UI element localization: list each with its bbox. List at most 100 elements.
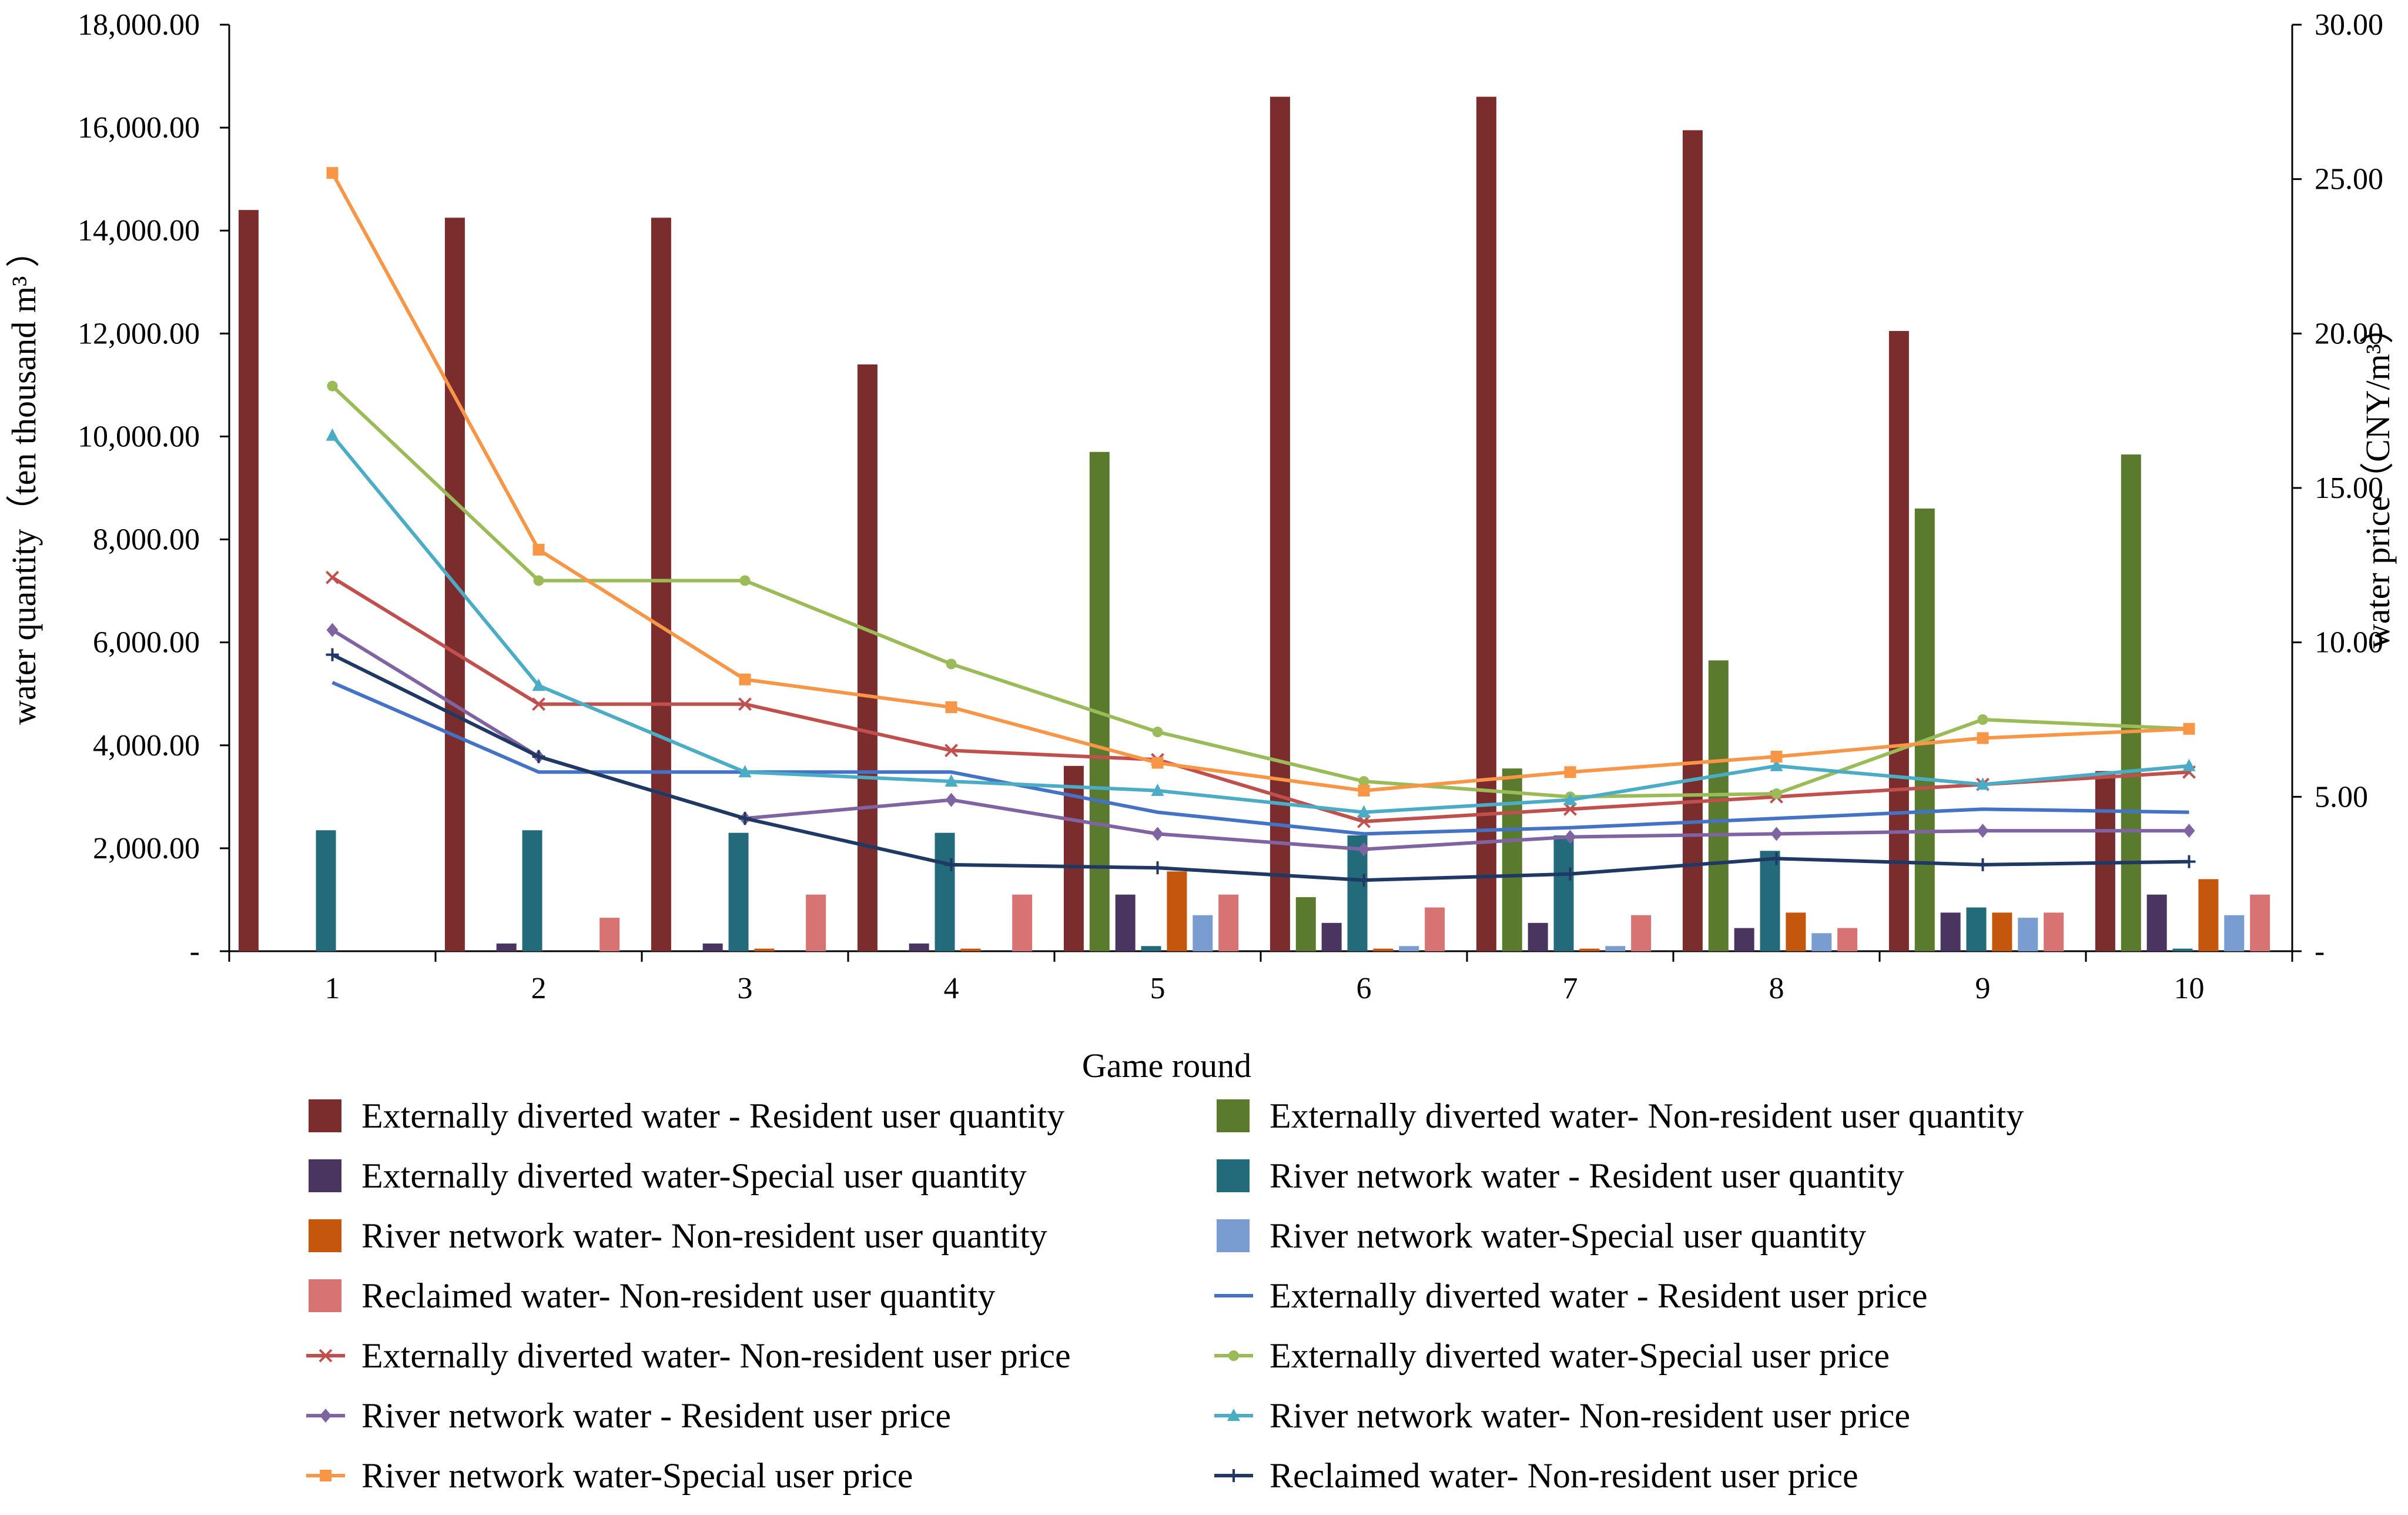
bar-5-round-5: [1167, 871, 1187, 951]
bar-6-round-8: [1811, 933, 1832, 951]
legend-item: Externally diverted water-Special user p…: [1214, 1336, 1890, 1375]
bar-7-round-8: [1837, 928, 1858, 951]
bar-4-round-5: [1141, 946, 1161, 951]
bars-layer: [238, 96, 2270, 952]
bar-5-round-3: [754, 948, 775, 951]
y-right-tick-label: 25.00: [2315, 163, 2383, 196]
legend-swatch: [309, 1219, 341, 1252]
line-7-point-2: [532, 750, 545, 764]
legend-marker: [319, 1349, 333, 1363]
bar-4-round-9: [1966, 907, 1987, 951]
line-7-point-1: [326, 648, 339, 661]
y-left-tick-label: -: [190, 935, 200, 968]
line-3-point-8: [1771, 788, 1782, 800]
bar-7-round-10: [2250, 894, 2270, 951]
line-4-point-4: [945, 792, 957, 807]
legend-item: River network water- Non-resident user q…: [309, 1216, 1047, 1255]
bar-4-round-10: [2172, 948, 2193, 951]
line-series-5: [331, 434, 2189, 814]
y-right-tick-label: 15.00: [2315, 471, 2383, 505]
bar-2-round-7: [1502, 768, 1522, 951]
line-series-2: [331, 576, 2189, 824]
bar-3-round-2: [496, 943, 517, 951]
bar-1-round-8: [1682, 130, 1703, 951]
line-5-point-7: [1563, 792, 1577, 805]
legend-swatch: [309, 1279, 341, 1312]
legend-marker: [320, 1470, 331, 1481]
line-2-point-1: [326, 570, 339, 584]
legend-swatch: [1217, 1159, 1250, 1192]
y-left-tick-label: 8,000.00: [93, 523, 200, 557]
line-5-point-4: [945, 774, 958, 787]
y-right-tick-label: 20.00: [2315, 317, 2383, 350]
bar-5-round-8: [1786, 912, 1806, 951]
line-2-point-3: [738, 697, 752, 711]
bar-6-round-7: [1605, 946, 1626, 951]
line-7-point-8: [1770, 852, 1783, 865]
line-4-point-1: [326, 623, 339, 637]
bar-5-round-4: [960, 948, 981, 951]
bar-4-round-7: [1553, 835, 1574, 951]
legend-item: River network water-Special user quantit…: [1217, 1216, 1866, 1255]
bar-2-round-9: [1914, 509, 1935, 951]
bar-6-round-9: [2018, 918, 2038, 951]
legend-label: Externally diverted water - Resident use…: [361, 1096, 1064, 1135]
bar-7-round-7: [1631, 915, 1652, 951]
bar-6-round-5: [1193, 915, 1213, 951]
legend-label: Reclaimed water- Non-resident user quant…: [361, 1276, 995, 1315]
line-6-point-10: [2183, 723, 2195, 735]
line-3-point-1: [327, 380, 338, 392]
line-6-point-3: [739, 673, 751, 685]
legend-label: Externally diverted water-Special user q…: [361, 1156, 1027, 1195]
bar-7-round-2: [600, 918, 620, 951]
x-tick-label: 4: [944, 972, 959, 1005]
axes-layer: - 2,000.00 4,000.00 6,000.00 8,000.00 10,000.…: [78, 8, 2383, 1005]
y-left-tick-label: 2,000.00: [93, 832, 200, 865]
bar-7-round-3: [806, 894, 826, 951]
line-5-point-1: [326, 428, 339, 441]
bar-1-round-9: [1888, 330, 1909, 951]
bar-1-round-1: [238, 210, 259, 952]
x-tick-label: 10: [2174, 972, 2205, 1005]
line-5-point-2: [532, 678, 545, 691]
bar-3-round-4: [909, 943, 929, 951]
legend-marker: [1227, 1469, 1240, 1482]
bar-6-round-10: [2224, 915, 2245, 951]
legend-label: Externally diverted water- Non-resident …: [361, 1336, 1071, 1375]
legend-item: Externally diverted water - Resident use…: [309, 1096, 1064, 1135]
legend-item: River network water-Special user price: [306, 1456, 913, 1495]
y-right-tick-label: 5.00: [2315, 780, 2368, 814]
x-axis-title: Game round: [1082, 1046, 1251, 1085]
line-7-point-5: [1151, 861, 1164, 875]
line-series-4: [331, 628, 2189, 851]
line-6-point-2: [532, 544, 545, 556]
legend-label: River network water - Resident user quan…: [1270, 1156, 1904, 1195]
bar-2-round-5: [1089, 452, 1110, 951]
legend-swatch: [1217, 1099, 1250, 1132]
line-6-point-5: [1151, 757, 1164, 769]
line-series-3: [331, 384, 2189, 799]
line-5-point-8: [1770, 758, 1783, 771]
legend-swatch: [309, 1099, 341, 1132]
line-3-point-6: [1358, 776, 1369, 787]
legend-label: River network water- Non-resident user q…: [361, 1216, 1047, 1255]
bar-6-round-6: [1399, 946, 1419, 951]
line-6-point-4: [945, 701, 957, 713]
bar-3-round-5: [1115, 894, 1136, 951]
line-3-point-2: [533, 575, 544, 586]
bar-1-round-6: [1270, 96, 1290, 952]
bar-2-round-8: [1708, 660, 1729, 951]
x-tick-label: 5: [1150, 972, 1166, 1005]
legend-item: Externally diverted water- Non-resident …: [306, 1336, 1071, 1375]
bar-1-round-7: [1476, 96, 1496, 952]
bar-3-round-10: [2146, 894, 2167, 951]
legend-marker: [1228, 1350, 1239, 1361]
x-tick-label: 8: [1769, 972, 1784, 1005]
bar-3-round-7: [1528, 922, 1548, 951]
bar-4-round-8: [1760, 851, 1780, 951]
line-3-point-9: [1977, 714, 1988, 725]
line-4-point-9: [1977, 824, 1989, 838]
legend-label: River network water-Special user quantit…: [1270, 1216, 1866, 1255]
